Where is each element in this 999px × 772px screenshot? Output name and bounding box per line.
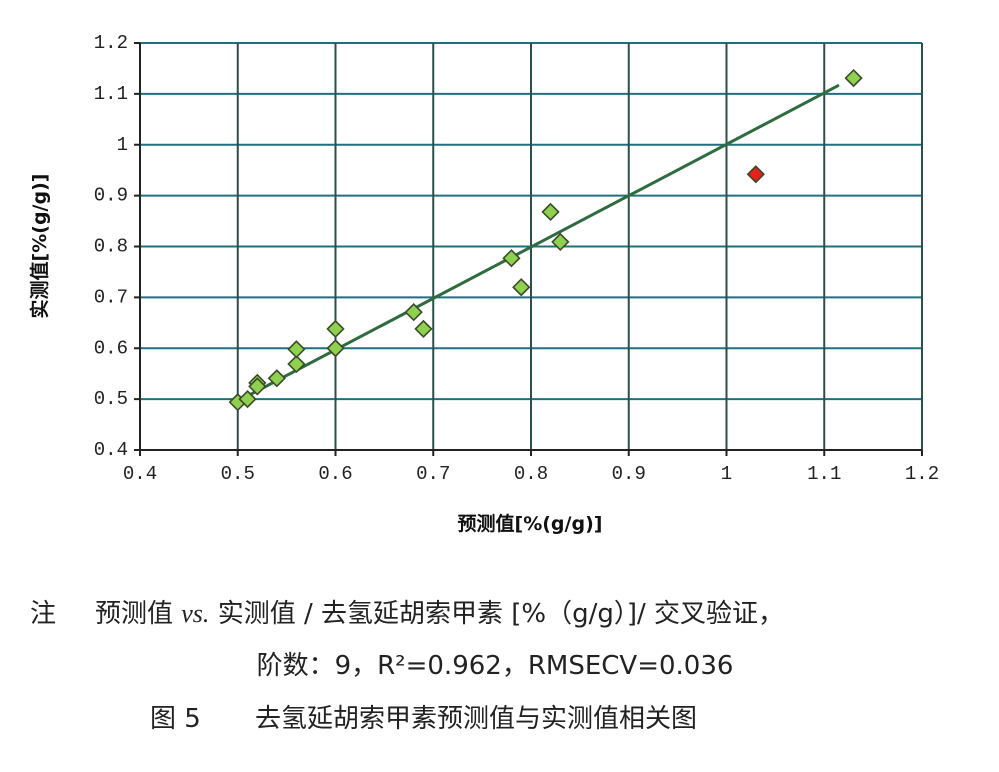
x-tick-label: 0.4 <box>123 463 157 485</box>
data-point <box>844 68 863 88</box>
data-point <box>248 377 267 396</box>
note-label: 注 <box>30 599 56 629</box>
data-point <box>326 339 345 358</box>
data-point <box>551 232 570 252</box>
y-tick-label: 0.5 <box>94 388 128 410</box>
data-point <box>326 319 345 339</box>
data-point <box>287 340 306 359</box>
x-tick-label: 1.1 <box>807 463 841 485</box>
y-tick-label: 0.6 <box>94 337 128 359</box>
caption-text: 实测值 / 去氢延胡索甲素 [%（g/g）]/ 交叉验证， <box>209 599 784 629</box>
y-tick-label: 1.1 <box>94 83 128 105</box>
y-tick-label: 0.7 <box>94 286 128 308</box>
x-tick-label: 0.9 <box>612 463 646 485</box>
fit-line <box>237 83 840 403</box>
y-tick-label: 0.8 <box>94 236 128 258</box>
x-tick-label: 0.8 <box>514 463 548 485</box>
x-axis-title: 预测值[%(g/g)] <box>458 512 603 535</box>
x-tick-label: 1.2 <box>905 463 939 485</box>
x-tick-label: 0.5 <box>221 463 255 485</box>
data-point <box>512 278 531 297</box>
y-tick-label: 0.9 <box>94 185 128 207</box>
figure-label: 图 5 <box>150 704 201 734</box>
data-point <box>541 202 560 222</box>
y-tick-label: 0.4 <box>94 439 128 461</box>
caption-vs: vs. <box>181 599 209 628</box>
data-point <box>267 369 286 388</box>
y-axis-title: 实测值[%(g/g)] <box>28 174 51 319</box>
figure-title: 去氢延胡索甲素预测值与实测值相关图 <box>255 704 697 734</box>
data-point <box>502 249 521 268</box>
data-point <box>746 165 765 184</box>
caption-line2: 阶数：9，R²=0.962，RMSECV=0.036 <box>257 651 734 681</box>
x-tick-label: 0.7 <box>416 463 450 485</box>
caption-line1: 预测值 vs. 实测值 / 去氢延胡索甲素 [%（g/g）]/ 交叉验证， <box>95 599 784 629</box>
data-point <box>404 302 423 322</box>
data-point <box>287 354 306 374</box>
x-tick-label: 0.6 <box>318 463 352 485</box>
data-point <box>238 389 257 409</box>
data-point <box>414 319 433 339</box>
y-tick-label: 1 <box>117 134 128 156</box>
x-tick-label: 1 <box>721 463 732 485</box>
y-tick-label: 1.2 <box>94 32 128 54</box>
caption-text: 预测值 <box>95 599 181 629</box>
